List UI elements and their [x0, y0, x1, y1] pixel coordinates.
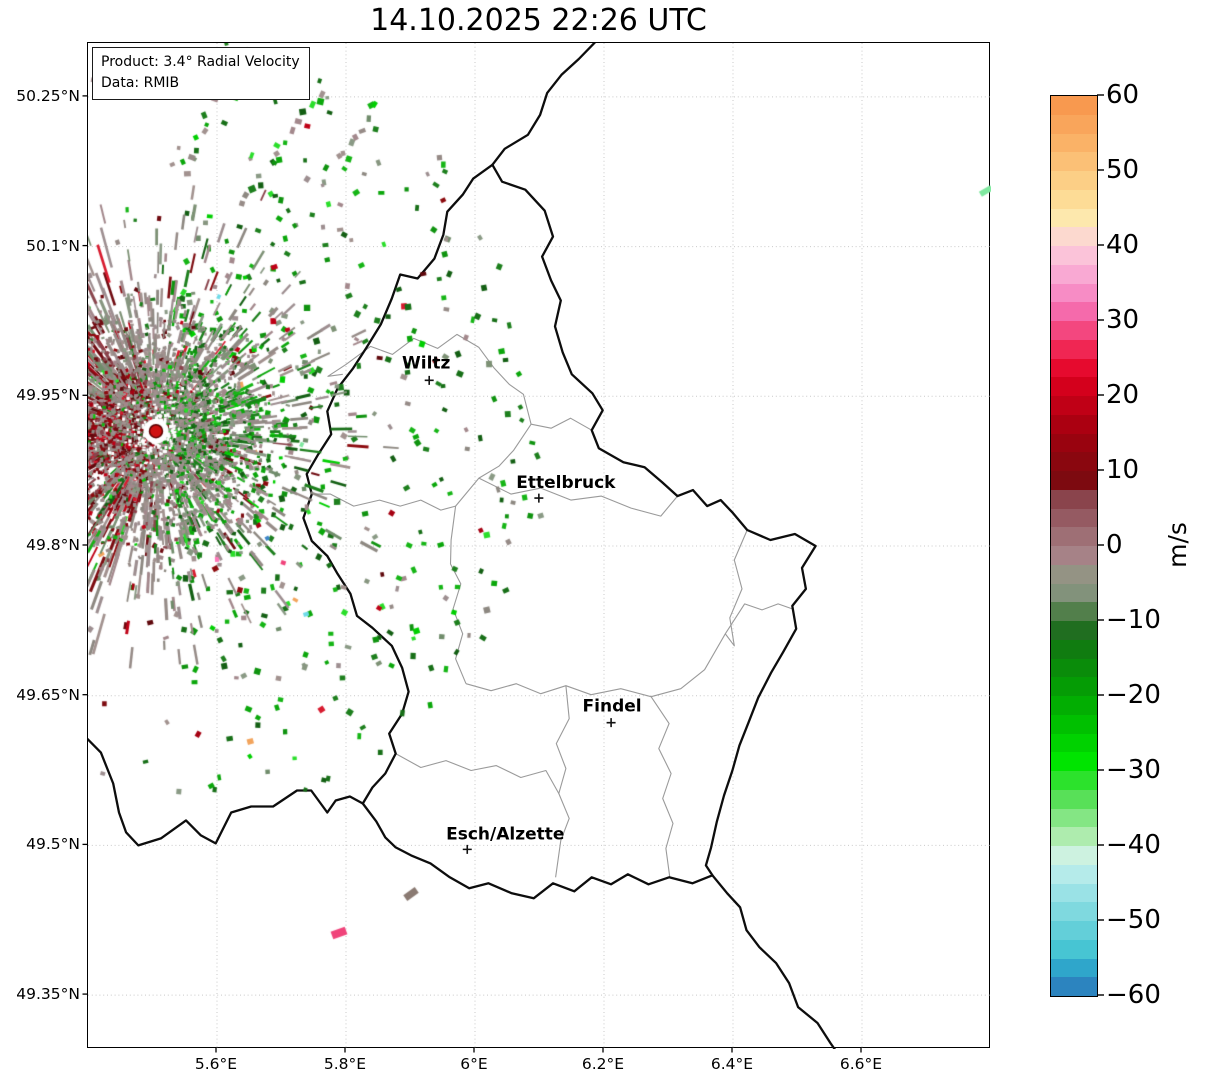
colorbar-band	[1051, 658, 1097, 678]
colorbar-band	[1051, 527, 1097, 546]
colorbar-band	[1051, 321, 1097, 340]
y-tick-label: 49.8°N	[26, 535, 80, 554]
colorbar-band	[1051, 733, 1097, 753]
colorbar	[1050, 95, 1098, 997]
colorbar-band	[1051, 396, 1097, 415]
colorbar-band	[1051, 564, 1097, 584]
colorbar-tick-label: 60	[1106, 80, 1140, 110]
colorbar-band	[1051, 846, 1097, 865]
city-label: Wiltz	[402, 353, 451, 373]
colorbar-band	[1051, 752, 1097, 771]
x-tick-label: 5.8°E	[323, 1055, 367, 1073]
colorbar-tick-label: 40	[1106, 230, 1140, 260]
colorbar-band	[1051, 546, 1097, 565]
y-tick-label: 50.25°N	[16, 86, 80, 105]
colorbar-band	[1051, 96, 1097, 115]
colorbar-band	[1051, 339, 1097, 359]
colorbar-band	[1051, 939, 1097, 959]
colorbar-tick-label: −20	[1106, 680, 1161, 710]
colorbar-tick-label: −60	[1106, 980, 1161, 1010]
city-marker	[534, 493, 544, 503]
colorbar-band	[1051, 677, 1097, 696]
y-tick-label: 49.5°N	[26, 835, 80, 854]
colorbar-band	[1051, 827, 1097, 846]
x-tick-label: 5.6°E	[194, 1055, 238, 1073]
colorbar-band	[1051, 114, 1097, 134]
colorbar-band	[1051, 714, 1097, 734]
colorbar-band	[1051, 377, 1097, 396]
colorbar-tick-label: 10	[1106, 455, 1140, 485]
colorbar-tick-label: 50	[1106, 155, 1140, 185]
colorbar-band	[1051, 508, 1097, 528]
colorbar-band	[1051, 264, 1097, 284]
colorbar-band	[1051, 246, 1097, 265]
colorbar-band	[1051, 864, 1097, 884]
city-label: Findel	[583, 697, 642, 717]
colorbar-tick-label: −30	[1106, 755, 1161, 785]
colorbar-band	[1051, 883, 1097, 903]
colorbar-tick-label: −40	[1106, 830, 1161, 860]
y-tick-label: 49.95°N	[16, 386, 80, 405]
colorbar-band	[1051, 771, 1097, 790]
product-line: Product: 3.4° Radial Velocity	[101, 54, 300, 70]
colorbar-band	[1051, 283, 1097, 303]
colorbar-band	[1051, 152, 1097, 171]
city-overlay-svg: Wiltz Ettelbruck Findel Esch/Alzette	[402, 353, 642, 854]
colorbar-tick-label: 0	[1106, 530, 1123, 560]
colorbar-tick-label: 30	[1106, 305, 1140, 335]
colorbar-band	[1051, 433, 1097, 453]
y-tick-label: 50.1°N	[26, 236, 80, 255]
colorbar-band	[1051, 902, 1097, 921]
colorbar-band	[1051, 208, 1097, 228]
city-marker	[462, 844, 472, 854]
colorbar-band	[1051, 189, 1097, 209]
colorbar-band	[1051, 789, 1097, 809]
colorbar-tick-label: −10	[1106, 605, 1161, 635]
x-tick-label: 6.2°E	[581, 1055, 625, 1073]
velocity-scatter-canvas	[88, 43, 991, 1049]
colorbar-band	[1051, 808, 1097, 828]
x-tick-label: 6°E	[460, 1055, 488, 1073]
y-tick-label: 49.65°N	[16, 685, 80, 704]
city-marker	[424, 375, 434, 385]
colorbar-band	[1051, 302, 1097, 321]
y-tick-label: 49.35°N	[16, 985, 80, 1004]
colorbar-band	[1051, 414, 1097, 434]
colorbar-band	[1051, 602, 1097, 621]
data-source-line: Data: RMIB	[101, 75, 180, 91]
colorbar-tick-label: −50	[1106, 905, 1161, 935]
colorbar-band	[1051, 977, 1097, 996]
colorbar-band	[1051, 958, 1097, 978]
colorbar-band	[1051, 227, 1097, 246]
colorbar-band	[1051, 583, 1097, 603]
colorbar-band	[1051, 921, 1097, 940]
city-marker	[606, 718, 616, 728]
colorbar-band	[1051, 621, 1097, 640]
map-plot: Wiltz Ettelbruck Findel Esch/Alzette Produc…	[87, 42, 991, 1049]
colorbar-tick-label: 20	[1106, 380, 1140, 410]
colorbar-band	[1051, 358, 1097, 378]
x-tick-label: 6.6°E	[839, 1055, 883, 1073]
colorbar-band	[1051, 171, 1097, 190]
colorbar-band	[1051, 452, 1097, 471]
colorbar-band	[1051, 471, 1097, 490]
colorbar-band	[1051, 489, 1097, 509]
colorbar-band	[1051, 639, 1097, 659]
city-label: Ettelbruck	[516, 473, 616, 493]
product-info-box: Product: 3.4° Radial Velocity Data: RMIB	[92, 47, 310, 100]
colorbar-band	[1051, 696, 1097, 715]
figure-title: 14.10.2025 22:26 UTC	[370, 3, 707, 38]
colorbar-band	[1051, 133, 1097, 153]
x-tick-label: 6.4°E	[710, 1055, 754, 1073]
city-label: Esch/Alzette	[446, 824, 564, 844]
